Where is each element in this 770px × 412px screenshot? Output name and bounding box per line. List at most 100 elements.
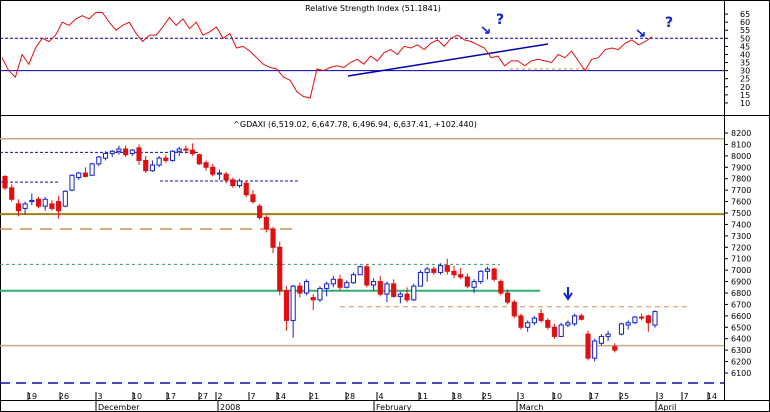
price-tick-label: 7700	[731, 186, 751, 195]
rsi-tick-label: 30	[740, 67, 750, 76]
candle-body	[431, 268, 437, 273]
candle-body	[377, 281, 383, 295]
price-tick-label: 6600	[731, 312, 751, 321]
rsi-arrow-icon-1	[481, 26, 490, 34]
candle-body	[337, 278, 343, 288]
price-tick-label: 7000	[731, 266, 751, 275]
price-tick-label: 6400	[731, 335, 751, 344]
candle-body	[545, 319, 551, 328]
candle-body	[22, 203, 28, 209]
price-tick-label: 7500	[731, 209, 751, 218]
price-tick-label: 7300	[731, 232, 751, 241]
price-tick-label: 6800	[731, 289, 751, 298]
candle-body	[89, 163, 95, 176]
candle-body	[183, 148, 189, 151]
rsi-arrow-icon-2	[636, 29, 645, 37]
x-day-label: 10	[132, 392, 142, 401]
price-tick-label: 8200	[731, 129, 751, 138]
candle-body	[277, 246, 283, 292]
candle-body	[29, 199, 35, 203]
candle-body	[505, 292, 511, 303]
x-day-label: 14	[276, 392, 286, 401]
x-day-label: 7	[683, 392, 688, 401]
candle-body	[169, 150, 176, 161]
candle-body	[62, 190, 68, 207]
price-title: ^GDAXI (6,519.02, 6,647.78, 6,496.94, 6,…	[233, 120, 477, 129]
x-day-label: 7	[250, 392, 255, 401]
candle-body	[511, 301, 517, 317]
candle-body	[297, 285, 303, 294]
candle-body	[404, 293, 410, 301]
x-day-label: 4	[378, 392, 383, 401]
candle-body	[49, 203, 55, 209]
candle-body	[598, 335, 604, 344]
candle-body	[116, 148, 122, 152]
candle-body	[437, 265, 444, 273]
rsi-tick-label: 35	[740, 59, 750, 68]
candle-body	[156, 157, 162, 166]
x-day-label: 17	[166, 392, 176, 401]
candle-body	[82, 172, 88, 177]
rsi-annotation-1: ?	[496, 12, 504, 28]
candle-body	[203, 162, 209, 168]
candle-body	[149, 164, 156, 172]
x-month-label: December	[98, 403, 140, 412]
candle-body	[632, 316, 638, 324]
candle-body	[578, 315, 584, 320]
x-day-label: 2	[217, 392, 222, 401]
rsi-tick-label: 65	[740, 10, 750, 19]
candle-body	[411, 285, 417, 301]
candle-body	[612, 346, 618, 351]
price-tick-label: 8100	[731, 140, 751, 149]
candle-body	[498, 281, 504, 294]
candle-body	[123, 148, 129, 156]
rsi-title: Relative Strength Index (51.1841)	[305, 4, 441, 13]
candle-body	[317, 287, 323, 301]
rsi-tick-label: 55	[740, 26, 750, 35]
rsi-tick-label: 20	[740, 83, 750, 92]
candle-body	[96, 156, 102, 165]
candle-body	[518, 315, 524, 328]
x-day-label: 25	[619, 392, 629, 401]
price-tick-label: 7800	[731, 175, 751, 184]
candle-body	[565, 322, 571, 326]
price-tick-label: 6300	[731, 346, 751, 355]
candle-body	[143, 159, 149, 172]
candle-body	[471, 281, 477, 288]
candle-body	[263, 217, 269, 230]
rsi-tick-label: 25	[740, 75, 750, 84]
candle-body	[330, 278, 336, 285]
candle-body	[196, 154, 202, 165]
price-tick-label: 6100	[731, 369, 751, 378]
x-day-label: 11	[418, 392, 428, 401]
candle-body	[310, 297, 316, 301]
candle-body	[109, 150, 115, 155]
rsi-panel: Relative Strength Index (51.1841) 101520…	[0, 0, 770, 400]
candle-body	[190, 149, 196, 155]
price-tick-label: 7100	[731, 255, 751, 264]
candle-body	[270, 228, 276, 248]
candle-body	[176, 148, 182, 152]
candle-body	[444, 265, 450, 272]
candle-body	[645, 315, 651, 324]
candle-body	[585, 333, 591, 359]
x-day-label: 27	[198, 392, 208, 401]
candle-body	[391, 283, 397, 297]
x-month-label: February	[376, 403, 412, 412]
candle-body	[15, 203, 21, 212]
candle-body	[42, 198, 48, 207]
candle-body	[525, 322, 531, 328]
candle-body	[592, 340, 598, 359]
price-tick-label: 7400	[731, 220, 751, 229]
candle-body	[531, 317, 537, 324]
rsi-levels	[0, 37, 724, 72]
rsi-trendline	[347, 43, 549, 77]
candle-body	[350, 274, 357, 284]
candle-body	[236, 180, 243, 187]
candle-body	[163, 157, 169, 161]
x-day-label: 21	[309, 392, 319, 401]
x-day-label: 17	[589, 392, 599, 401]
candle-body	[384, 283, 390, 295]
rsi-tick-label: 60	[740, 18, 750, 27]
